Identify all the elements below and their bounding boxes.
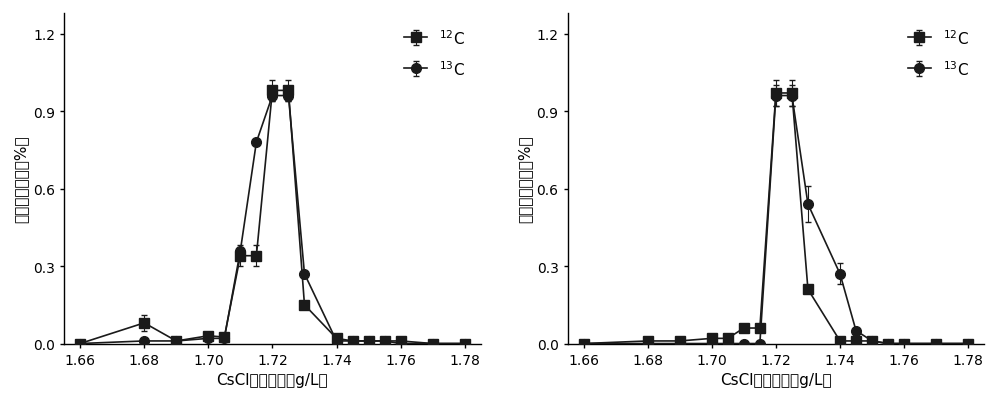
X-axis label: CsCl浮力密度（g/L）: CsCl浮力密度（g/L） xyxy=(720,372,832,387)
X-axis label: CsCl浮力密度（g/L）: CsCl浮力密度（g/L） xyxy=(217,372,328,387)
Y-axis label: 拷贝数相对値（%）: 拷贝数相对値（%） xyxy=(14,135,29,223)
Legend: $^{12}$C, $^{13}$C: $^{12}$C, $^{13}$C xyxy=(397,22,473,86)
Y-axis label: 拷贝数相对値（%）: 拷贝数相对値（%） xyxy=(517,135,532,223)
Legend: $^{12}$C, $^{13}$C: $^{12}$C, $^{13}$C xyxy=(900,22,977,86)
